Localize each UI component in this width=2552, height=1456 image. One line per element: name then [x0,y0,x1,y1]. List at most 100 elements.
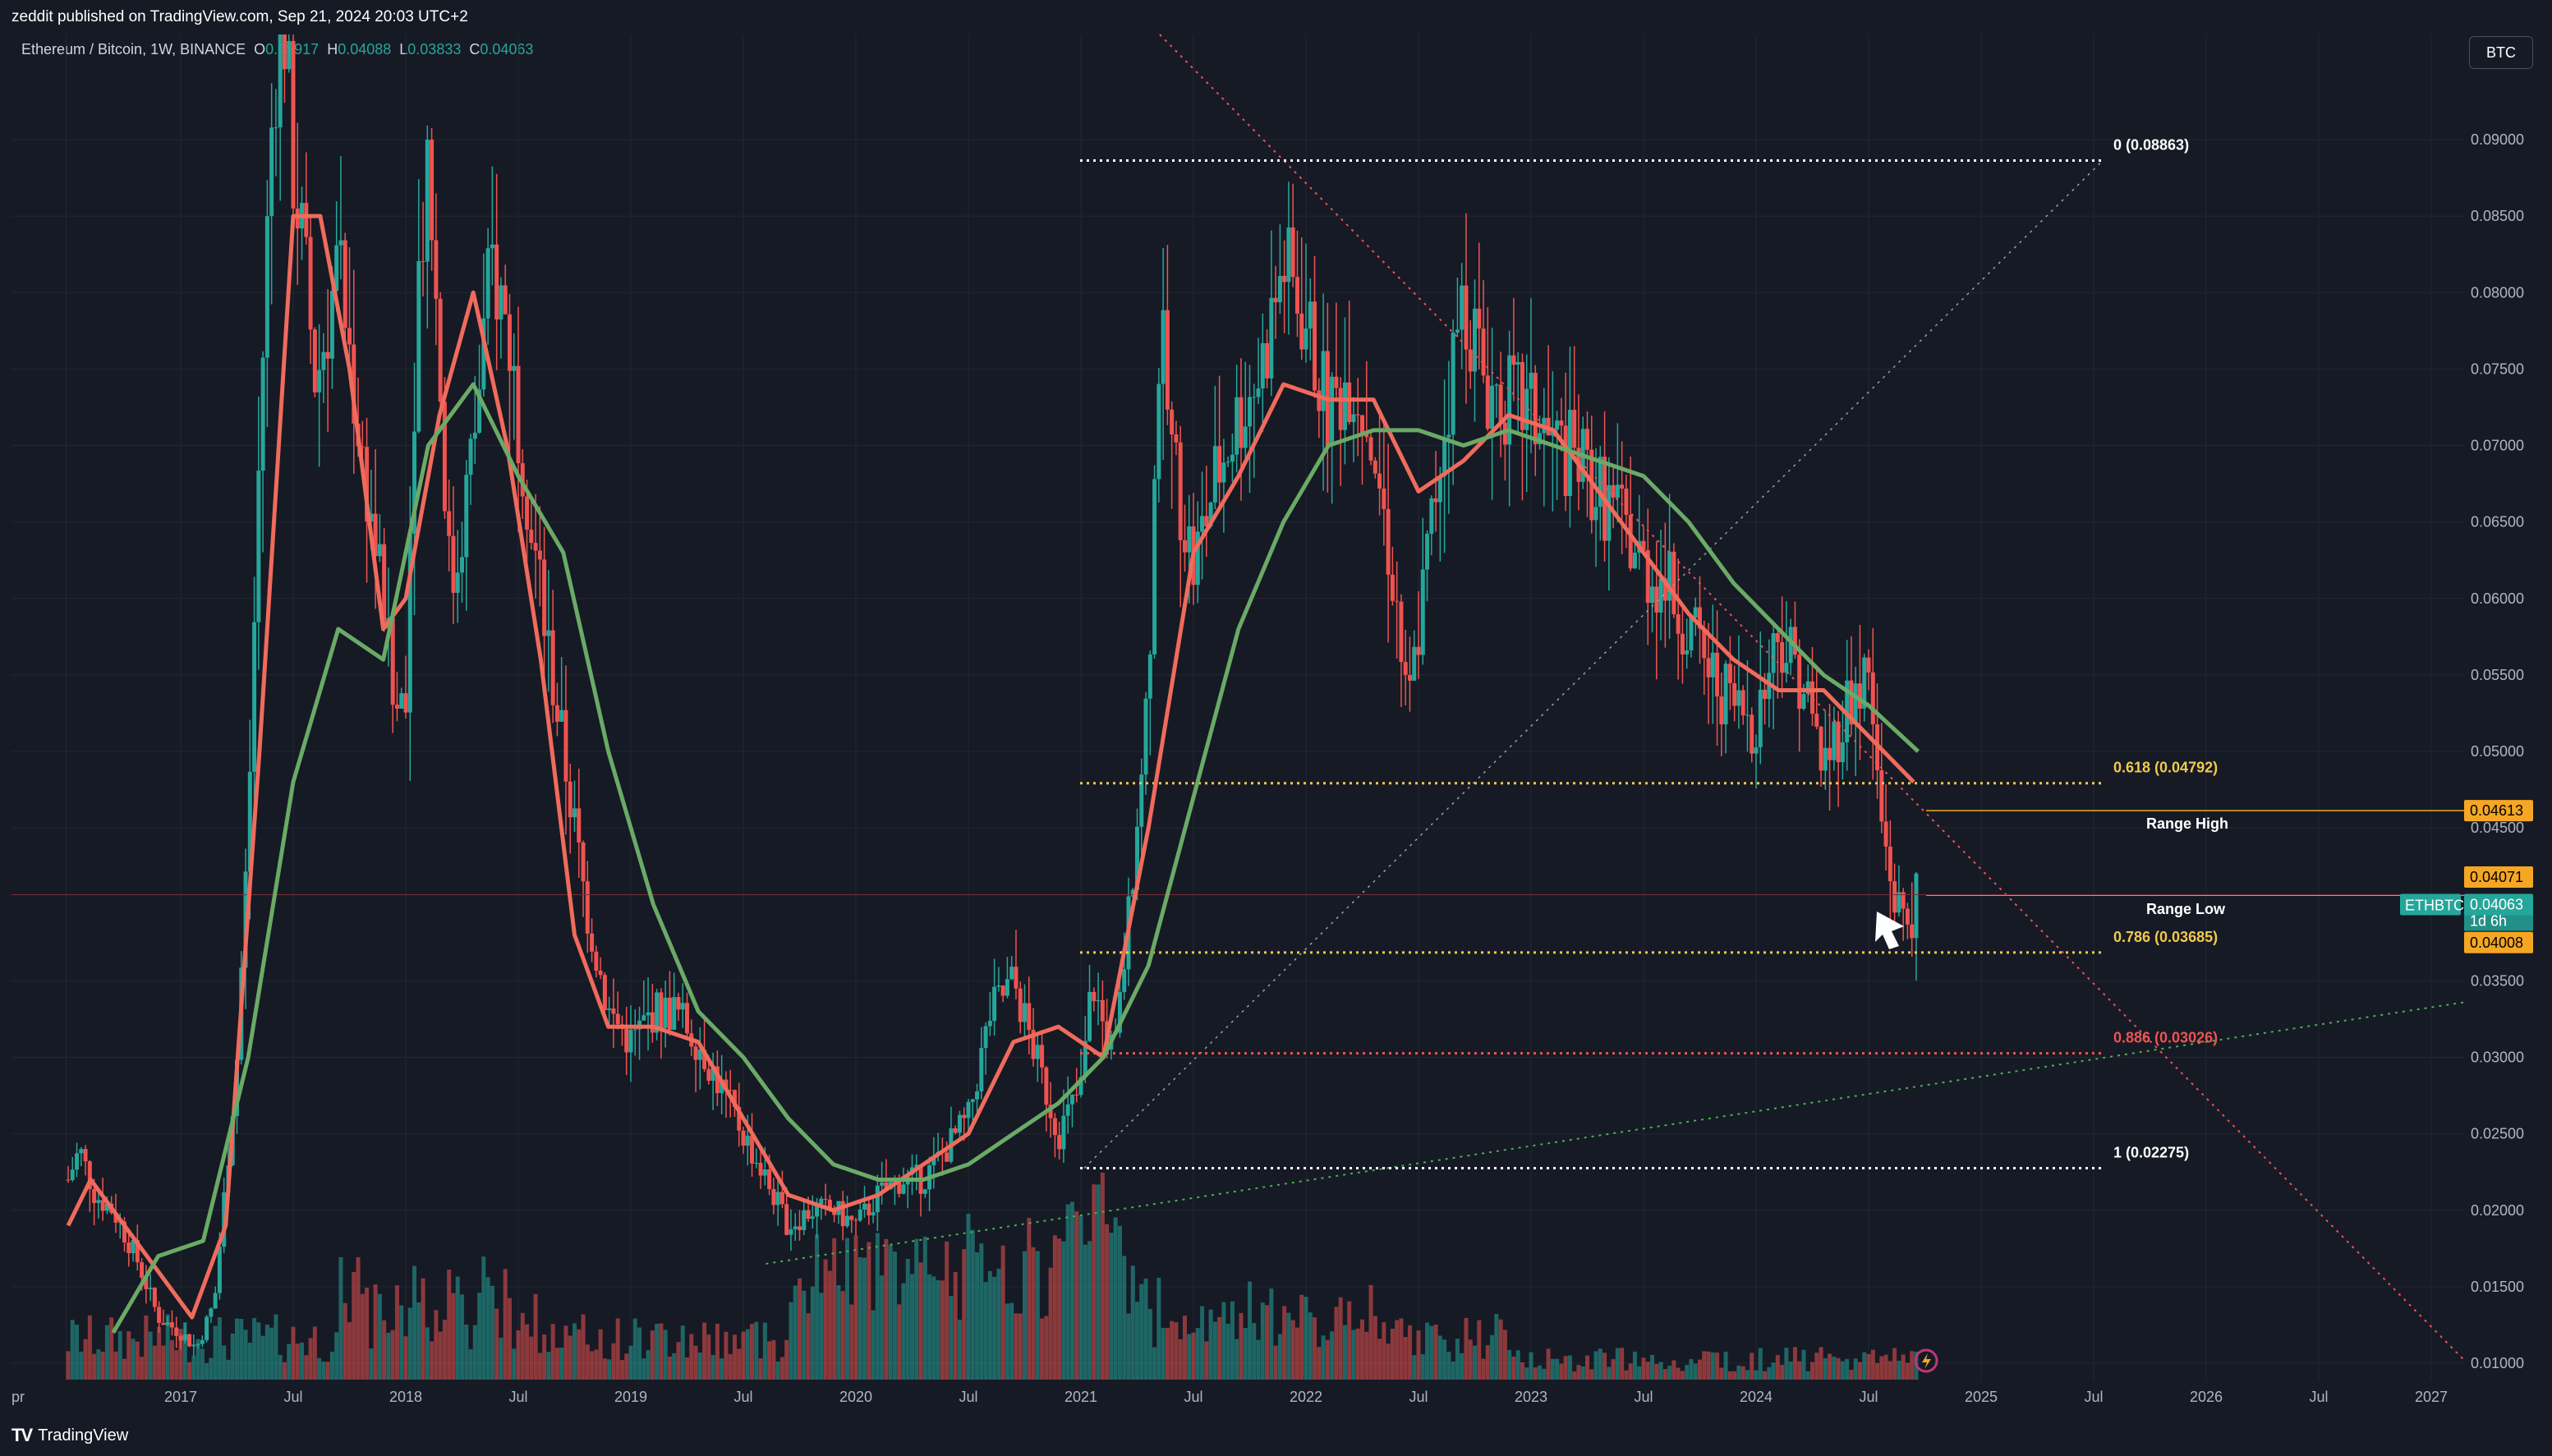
volume-bar [1736,1365,1741,1380]
volume-bar [1187,1334,1192,1380]
symbol-title[interactable]: Ethereum / Bitcoin, 1W, BINANCE [21,41,246,57]
volume-bar [758,1358,763,1380]
volume-bar [1286,1312,1291,1380]
candle-body [1182,540,1187,553]
volume-bar [1654,1363,1659,1380]
volume-bar [1360,1319,1364,1380]
candle-body [1676,614,1681,634]
candle-body [317,370,322,393]
volume-bar [1217,1316,1222,1380]
volume-bar [615,1318,620,1380]
volume-bar [1117,1225,1122,1380]
candle-body [957,1114,962,1133]
volume-bar [784,1339,789,1380]
candle-body [464,475,469,558]
volume-bar [96,1349,101,1380]
volume-bar [1727,1371,1732,1380]
volume-bar [1715,1353,1720,1380]
candle-body [737,1106,742,1131]
volume-bar [269,1327,274,1380]
currency-button[interactable]: BTC [2469,36,2533,69]
volume-bar [1018,1313,1023,1380]
volume-bar [697,1352,702,1380]
volume-bar [1165,1328,1170,1380]
volume-bar [693,1345,698,1380]
lower-price-tag-bg [2464,931,2533,953]
candle-body [1689,618,1694,651]
candle-body [1892,881,1897,913]
volume-bar [590,1351,595,1380]
candle-body [430,140,435,241]
volume-bar [867,1242,871,1380]
candle-body [1100,999,1105,1022]
candle-body [1758,689,1763,748]
candle-body [1217,446,1222,483]
candle-body [1750,714,1754,754]
volume-bar [945,1241,950,1380]
volume-bar [1533,1367,1538,1380]
candle-body [1819,726,1823,771]
volume-bar [680,1325,685,1380]
volume-bar [1269,1288,1274,1380]
volume-bar [1473,1345,1477,1380]
candle-body [563,710,568,782]
volume-bar [1437,1335,1442,1380]
candle-body [680,1003,685,1010]
candle-body [1087,991,1092,1041]
volume-bar [1598,1348,1602,1380]
volume-bar [503,1269,508,1380]
candle-body [1473,308,1477,372]
candle-body [1654,586,1659,613]
candle-body [1862,657,1867,709]
x-axis-tick-label: Jul [1409,1389,1428,1405]
candle-body [1853,683,1858,725]
volume-bar [1732,1371,1737,1380]
volume-bar [853,1235,858,1380]
volume-bar [264,1325,269,1380]
candle-body [1165,310,1170,410]
candle-body [222,1192,227,1247]
volume-bar [1460,1353,1465,1380]
volume-bar [386,1332,391,1380]
volume-bar [222,1345,227,1380]
volume-bar [472,1325,477,1380]
candle-body [710,1066,715,1082]
volume-bar [1879,1356,1884,1380]
candle-body [849,1215,854,1220]
volume-bar [1313,1317,1317,1380]
last-price-tag: 0.04063 [2470,897,2523,913]
candle-body [1607,485,1612,541]
candle-body [1130,889,1135,897]
volume-bar [1308,1312,1313,1380]
volume-bar [724,1331,729,1380]
candle-body [1135,826,1139,890]
moving-averages [66,214,1920,1334]
candle-body [1023,1003,1027,1022]
volume-bar [880,1275,885,1380]
candle-body [1883,821,1888,847]
volume-bar [1840,1361,1845,1380]
candle-body [724,1079,729,1091]
volume-bar [1576,1365,1581,1380]
volume-bar [1147,1309,1152,1380]
volume-bar [983,1282,988,1380]
slow-moving-average [111,382,1920,1334]
candle-body [468,439,473,475]
candle-body [862,1203,867,1210]
candle-body [140,1262,145,1278]
candle-body [966,1101,971,1118]
candle-body [844,1215,849,1227]
candle-body [481,318,486,390]
volume-bar [1542,1368,1547,1380]
volume-bar [1143,1279,1148,1380]
volume-bar [1403,1337,1408,1380]
x-axis-tick-label: Jul [2084,1389,2103,1405]
volume-bar [182,1322,187,1380]
volume-bar [1507,1349,1512,1380]
volume-bar [927,1274,932,1380]
volume-bar [1040,1318,1045,1380]
candle-body [577,808,582,843]
volume-bar [1446,1351,1451,1380]
volume-bar [1905,1362,1910,1380]
